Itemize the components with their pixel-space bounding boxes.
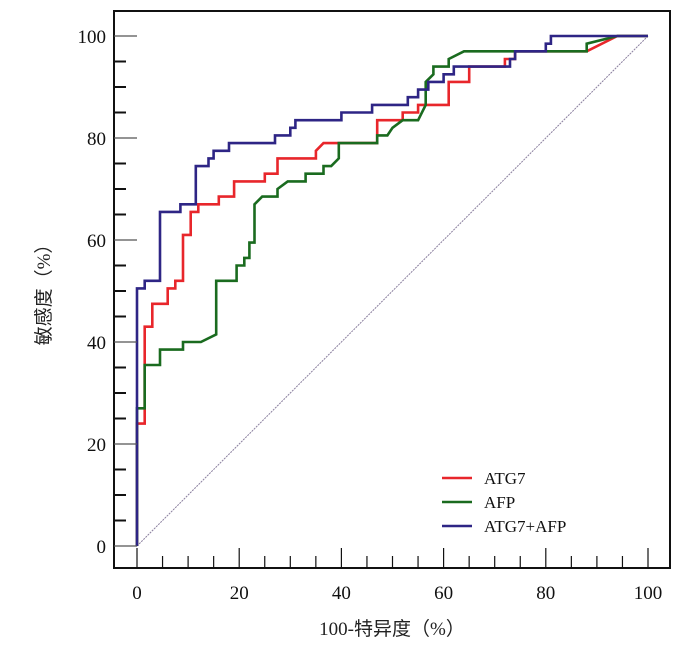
series-layer [135, 34, 648, 546]
x-tick-label: 0 [132, 583, 142, 604]
x-tick-label: 80 [536, 583, 555, 604]
series-line-atg7 [135, 34, 648, 546]
x-tick-label: 40 [332, 583, 351, 604]
y-axis-tick-labels: 0 20 40 60 80 100 [78, 27, 107, 558]
x-axis-title: 100-特异度（%） [319, 618, 465, 640]
y-tick-label: 60 [87, 231, 106, 252]
legend-label-afp: AFP [484, 493, 515, 512]
y-tick-label: 80 [87, 129, 106, 150]
y-axis-ticks [114, 35, 137, 547]
y-tick-label: 100 [78, 27, 107, 48]
y-tick-label: 20 [87, 435, 106, 456]
x-tick-label: 60 [434, 583, 453, 604]
series-line-atg7-afp [135, 34, 648, 546]
y-tick-label: 40 [87, 333, 106, 354]
y-axis-title: 敏感度（%） [33, 235, 55, 346]
legend-label-atg7: ATG7 [484, 469, 526, 488]
x-tick-label: 20 [230, 583, 249, 604]
x-tick-label: 100 [634, 583, 663, 604]
series-line-afp [135, 34, 648, 546]
reference-diagonal-line [136, 35, 649, 547]
x-axis-tick-labels: 0 20 40 60 80 100 [132, 583, 662, 604]
reference-line-layer [136, 35, 649, 547]
legend: ATG7 AFP ATG7+AFP [442, 469, 566, 536]
x-axis-ticks [136, 548, 649, 568]
legend-label-atg7-afp: ATG7+AFP [484, 517, 566, 536]
y-tick-label: 0 [97, 537, 107, 558]
plot-frame [113, 10, 671, 569]
